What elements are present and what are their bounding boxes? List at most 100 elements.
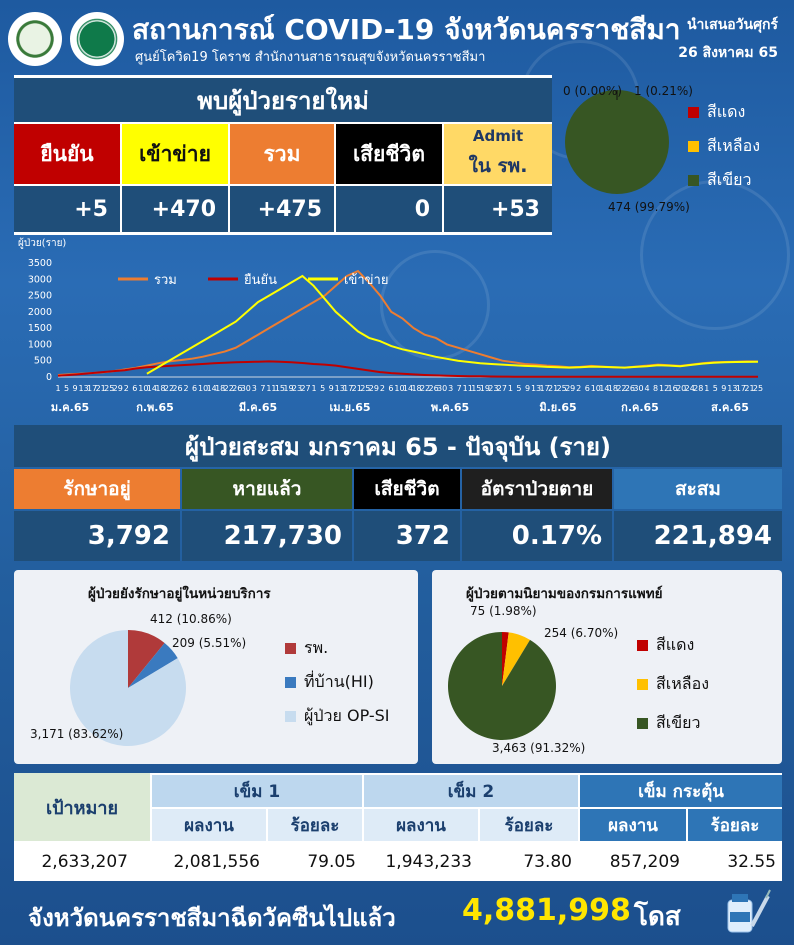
pie-slice-3: [70, 630, 186, 746]
cumulative-value: 221,894: [614, 511, 782, 561]
x-tick-label: 9: [525, 384, 530, 393]
x-tick-label: 17: [343, 384, 353, 393]
d1-result: 2,081,556: [173, 852, 260, 872]
x-tick-label: 12: [659, 384, 669, 393]
x-tick-label: 9: [73, 384, 78, 393]
booster-header: เข็ม กระตุ้น: [580, 775, 782, 807]
y-tick-label: 2000: [28, 307, 52, 318]
virus-decoration: [640, 180, 790, 330]
color-severity-pie: [565, 90, 669, 194]
x-tick-label: 13: [335, 384, 345, 393]
x-tick-label: 6: [132, 384, 137, 393]
x-tick-label: 27: [497, 384, 507, 393]
x-tick-label: 18: [608, 384, 618, 393]
x-tick-label: 26: [172, 384, 182, 393]
x-tick-label: 17: [539, 384, 549, 393]
x-tick-label: 5: [516, 384, 521, 393]
severity-title: ผู้ป่วยตามนิยามของกรมการแพทย์: [466, 586, 663, 602]
b-percent: 32.55: [727, 852, 776, 872]
cumulative-label: รักษาอยู่: [14, 469, 180, 509]
legend-series-label: ยืนยัน: [244, 272, 278, 288]
legend-sev-red: สีแดง: [637, 633, 694, 658]
x-tick-label: 10: [198, 384, 208, 393]
x-tick-label: 21: [744, 384, 754, 393]
cumulative-heading: ผู้ป่วยสะสม มกราคม 65 - ปัจจุบัน (ราย): [14, 425, 782, 467]
x-tick-label: 13: [531, 384, 541, 393]
x-tick-label: 16: [668, 384, 678, 393]
swatch-red: [688, 107, 699, 118]
legend-label: สีแดง: [656, 635, 695, 654]
legend-series-label: เข้าข่าย: [344, 273, 388, 288]
x-tick-label: 29: [565, 384, 575, 393]
treatment-title: ผู้ป่วยยังรักษาอยู่ในหน่วยบริการ: [88, 586, 271, 602]
pie-label-sev-yellow: 254 (6.70%): [544, 626, 619, 640]
x-tick-label: 3: [252, 384, 257, 393]
korat-logo: [8, 12, 62, 66]
x-tick-label: 7: [457, 384, 462, 393]
cumulative-value: 217,730: [182, 511, 352, 561]
x-tick-label: 29: [369, 384, 379, 393]
x-tick-label: 30: [241, 384, 251, 393]
admit-label-line2: ใน รพ.: [468, 155, 528, 177]
month-label: พ.ค.65: [431, 401, 469, 414]
x-tick-label: 4: [644, 384, 649, 393]
x-tick-label: 3: [448, 384, 453, 393]
pie-slice-3: [448, 632, 556, 740]
target-value: 2,633,207: [41, 852, 128, 872]
page-subtitle: ศูนย์โควิด19 โคราช สำนักงานสาธารณสุขจังห…: [135, 50, 486, 65]
x-tick-label: 10: [591, 384, 601, 393]
x-tick-label: 7: [260, 384, 265, 393]
cumulative-label: สะสม: [614, 469, 782, 509]
footer-unit: โดส: [634, 902, 681, 932]
d2-percent: 73.80: [523, 852, 572, 872]
x-tick-label: 9: [329, 384, 334, 393]
cumulative-label: หายแล้ว: [182, 469, 352, 509]
x-tick-label: 19: [480, 384, 490, 393]
month-label: มี.ค.65: [239, 401, 277, 414]
legend-yellow: สีเหลือง: [688, 134, 760, 159]
cumulative-label: อัตราป่วยตาย: [462, 469, 612, 509]
d2-result: 1,943,233: [385, 852, 472, 872]
pie-label-yellow: 1 (0.21%): [634, 84, 693, 98]
new-cases-value: +53: [444, 186, 552, 232]
new-cases-heading: พบผู้ป่วยรายใหม่: [14, 78, 552, 122]
pie-label-sev-green: 3,463 (91.32%): [492, 741, 586, 755]
x-tick-label: 23: [292, 384, 302, 393]
dose2-header: เข็ม 2: [364, 775, 578, 807]
x-tick-label: 10: [394, 384, 404, 393]
x-tick-label: 25: [360, 384, 370, 393]
y-tick-label: 3000: [28, 274, 52, 285]
x-tick-label: 10: [138, 384, 148, 393]
x-tick-label: 2: [184, 384, 189, 393]
x-tick-label: 25: [557, 384, 567, 393]
x-tick-label: 22: [420, 384, 430, 393]
y-tick-label: 3500: [28, 258, 52, 269]
x-tick-label: 17: [87, 384, 97, 393]
pie-slice-2: [128, 643, 178, 688]
b-result: 857,209: [609, 852, 680, 872]
x-tick-label: 26: [429, 384, 439, 393]
x-tick-label: 8: [653, 384, 658, 393]
x-tick-label: 14: [403, 384, 413, 393]
d2-result-header: ผลงาน: [364, 809, 478, 841]
new-cases-label: ยืนยัน: [14, 124, 120, 184]
x-tick-label: 1: [704, 384, 709, 393]
x-tick-label: 6: [388, 384, 393, 393]
treatment-pie: [70, 630, 186, 746]
x-tick-label: 2: [124, 384, 129, 393]
x-tick-label: 20: [676, 384, 686, 393]
x-tick-label: 13: [727, 384, 737, 393]
month-label: ม.ค.65: [51, 401, 89, 414]
swatch-yellow: [688, 141, 699, 152]
month-label: ส.ค.65: [711, 401, 749, 414]
x-tick-label: 6: [585, 384, 590, 393]
x-tick-label: 21: [548, 384, 558, 393]
pie-slice-green: [565, 90, 669, 194]
x-tick-label: 1: [55, 384, 60, 393]
legend-label: ที่บ้าน(HI): [304, 672, 374, 691]
x-tick-label: 21: [352, 384, 362, 393]
x-tick-label: 6: [192, 384, 197, 393]
x-tick-label: 15: [471, 384, 481, 393]
pie-label-hi: 209 (5.51%): [172, 636, 247, 650]
severity-pie: [448, 632, 556, 740]
